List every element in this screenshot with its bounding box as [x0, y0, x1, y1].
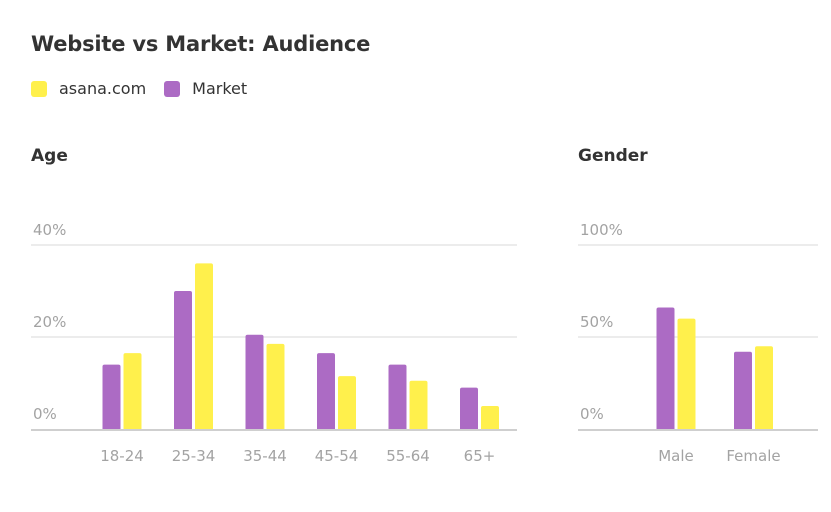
age-y-tick-label: 0%: [33, 405, 57, 423]
age-x-tick-label: 65+: [464, 447, 496, 465]
age-x-tick-label: 35-44: [243, 447, 287, 465]
legend: asana.com Market: [31, 79, 265, 98]
gender-x-tick-label: Female: [726, 447, 780, 465]
age-bar-market-45-54[interactable]: [317, 353, 335, 429]
age-x-tick-label: 55-64: [386, 447, 430, 465]
age-bar-market-18-24[interactable]: [102, 364, 121, 429]
age-bar-site-25-34[interactable]: [195, 263, 213, 429]
gender-bar-site-male[interactable]: [677, 318, 696, 429]
chart-title: Website vs Market: Audience: [31, 32, 371, 56]
age-x-tick-label: 45-54: [315, 447, 359, 465]
gender-chart-title: Gender: [578, 146, 648, 166]
age-bar-market-25-34[interactable]: [174, 291, 192, 429]
age-y-tick-label: 40%: [33, 221, 66, 239]
gender-chart: 0% 50% 100% Male Female: [578, 221, 818, 465]
gender-bar-market-female[interactable]: [734, 351, 752, 429]
age-chart: 0% 20% 40% 18-24 25-34 35-44 45-54 55-64 65+: [31, 221, 517, 465]
age-bar-market-55-64[interactable]: [388, 364, 407, 429]
gender-y-tick-label: 0%: [580, 405, 604, 423]
age-bar-site-18-24[interactable]: [123, 353, 142, 429]
gender-y-tick-label: 100%: [580, 221, 623, 239]
age-chart-title: Age: [31, 146, 68, 166]
gender-bar-market-male[interactable]: [656, 307, 675, 429]
legend-swatch-market: [164, 80, 181, 97]
age-bar-site-45-54[interactable]: [338, 376, 356, 429]
age-bar-market-65+[interactable]: [460, 387, 478, 429]
gender-bar-site-female[interactable]: [755, 346, 773, 429]
age-bar-site-65+[interactable]: [481, 406, 499, 429]
age-x-tick-label: 18-24: [100, 447, 144, 465]
legend-swatch-site: [31, 80, 47, 97]
legend-item-site[interactable]: asana.com: [31, 79, 146, 98]
age-bar-market-35-44[interactable]: [245, 334, 264, 429]
legend-item-market[interactable]: Market: [164, 79, 247, 98]
age-y-tick-label: 20%: [33, 313, 66, 331]
legend-label-market: Market: [192, 79, 248, 98]
gender-y-tick-label: 50%: [580, 313, 613, 331]
legend-label-site: asana.com: [59, 79, 147, 98]
gender-x-tick-label: Male: [658, 447, 694, 465]
age-bar-site-35-44[interactable]: [266, 343, 285, 429]
age-x-tick-label: 25-34: [172, 447, 216, 465]
age-bar-site-55-64[interactable]: [409, 380, 428, 429]
